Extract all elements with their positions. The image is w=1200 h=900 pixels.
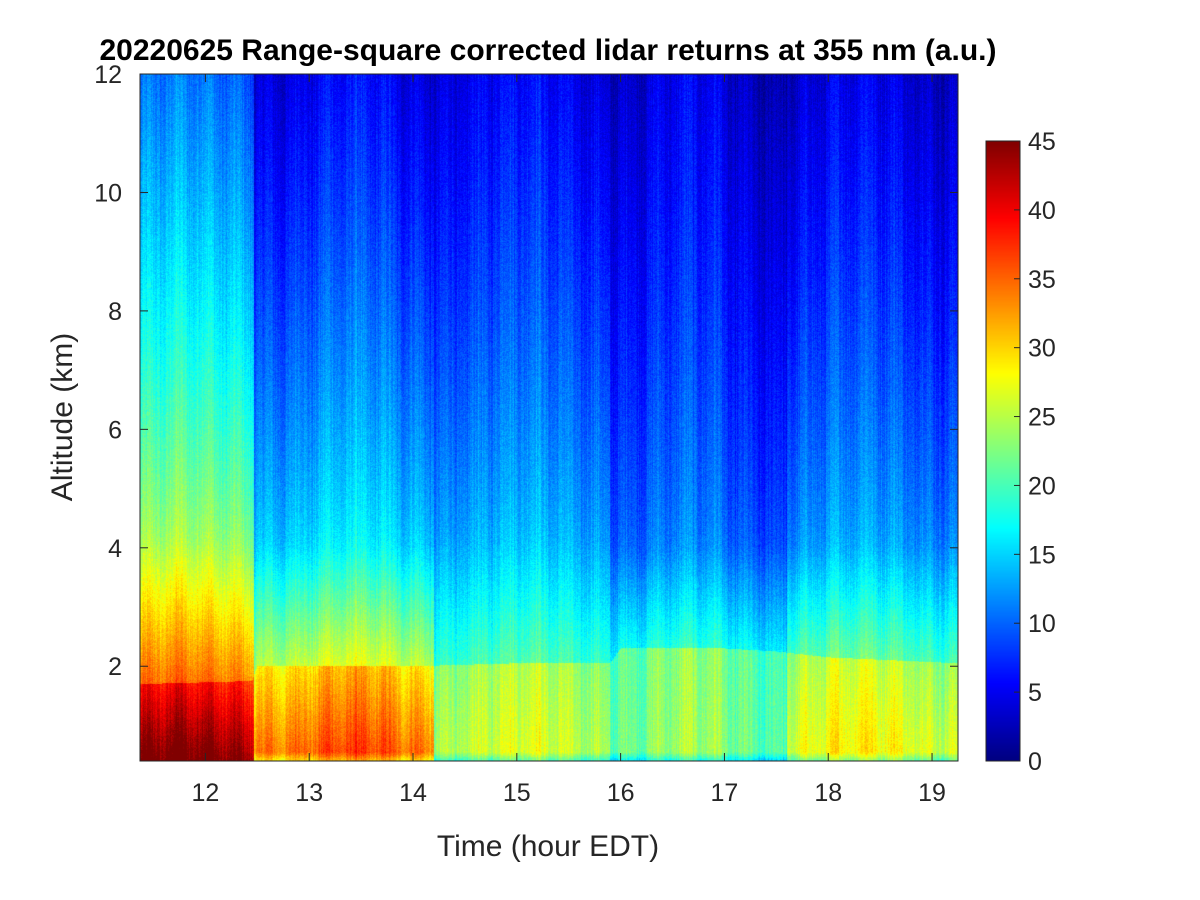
x-tick-label: 19 [918,779,946,807]
x-tick-label: 18 [814,779,842,807]
colorbar-tick-label: 30 [1028,335,1056,363]
x-tick-label: 15 [503,779,531,807]
y-tick-label: 8 [108,298,122,326]
colorbar-ticks: 0 5 10 15 20 25 30 35 40 45 [1014,128,1056,776]
colorbar-tick-label: 0 [1028,748,1042,776]
y-axis-label: Altitude (km) [46,333,79,501]
colorbar-tick-label: 10 [1028,610,1056,638]
colorbar-tick-label: 15 [1028,541,1056,569]
colorbar-frame [985,140,1021,762]
x-tick-label: 14 [399,779,427,807]
x-tick-label: 12 [191,779,219,807]
colorbar-tick-label: 45 [1028,128,1056,156]
colorbar-tick-label: 40 [1028,197,1056,225]
y-tick-label: 4 [108,535,122,563]
heatmap-image [140,74,958,761]
colorbar-tick-label: 5 [1028,679,1042,707]
colorbar-tick-label: 25 [1028,404,1056,432]
y-axis: 2 4 6 8 10 12 [94,61,958,681]
y-tick-label: 6 [108,416,122,444]
colorbar-tick-label: 35 [1028,266,1056,294]
x-axis-label: Time (hour EDT) [437,830,659,863]
x-tick-label: 17 [711,779,739,807]
colorbar: 0 5 10 15 20 25 30 35 40 45 [985,128,1056,776]
x-tick-label: 13 [295,779,323,807]
x-axis: 12 13 14 15 16 17 18 19 [191,74,946,807]
colorbar-gradient [986,141,1020,761]
y-tick-label: 10 [94,179,122,207]
y-tick-label: 2 [108,653,122,681]
x-tick-label: 16 [607,779,635,807]
plot-frame [139,73,959,762]
plot-area: 12 13 14 15 16 17 18 19 2 4 6 8 10 12 [94,61,959,807]
colorbar-tick-label: 20 [1028,472,1056,500]
y-tick-label: 12 [94,61,122,89]
chart-title: 20220625 Range-square corrected lidar re… [99,34,996,67]
